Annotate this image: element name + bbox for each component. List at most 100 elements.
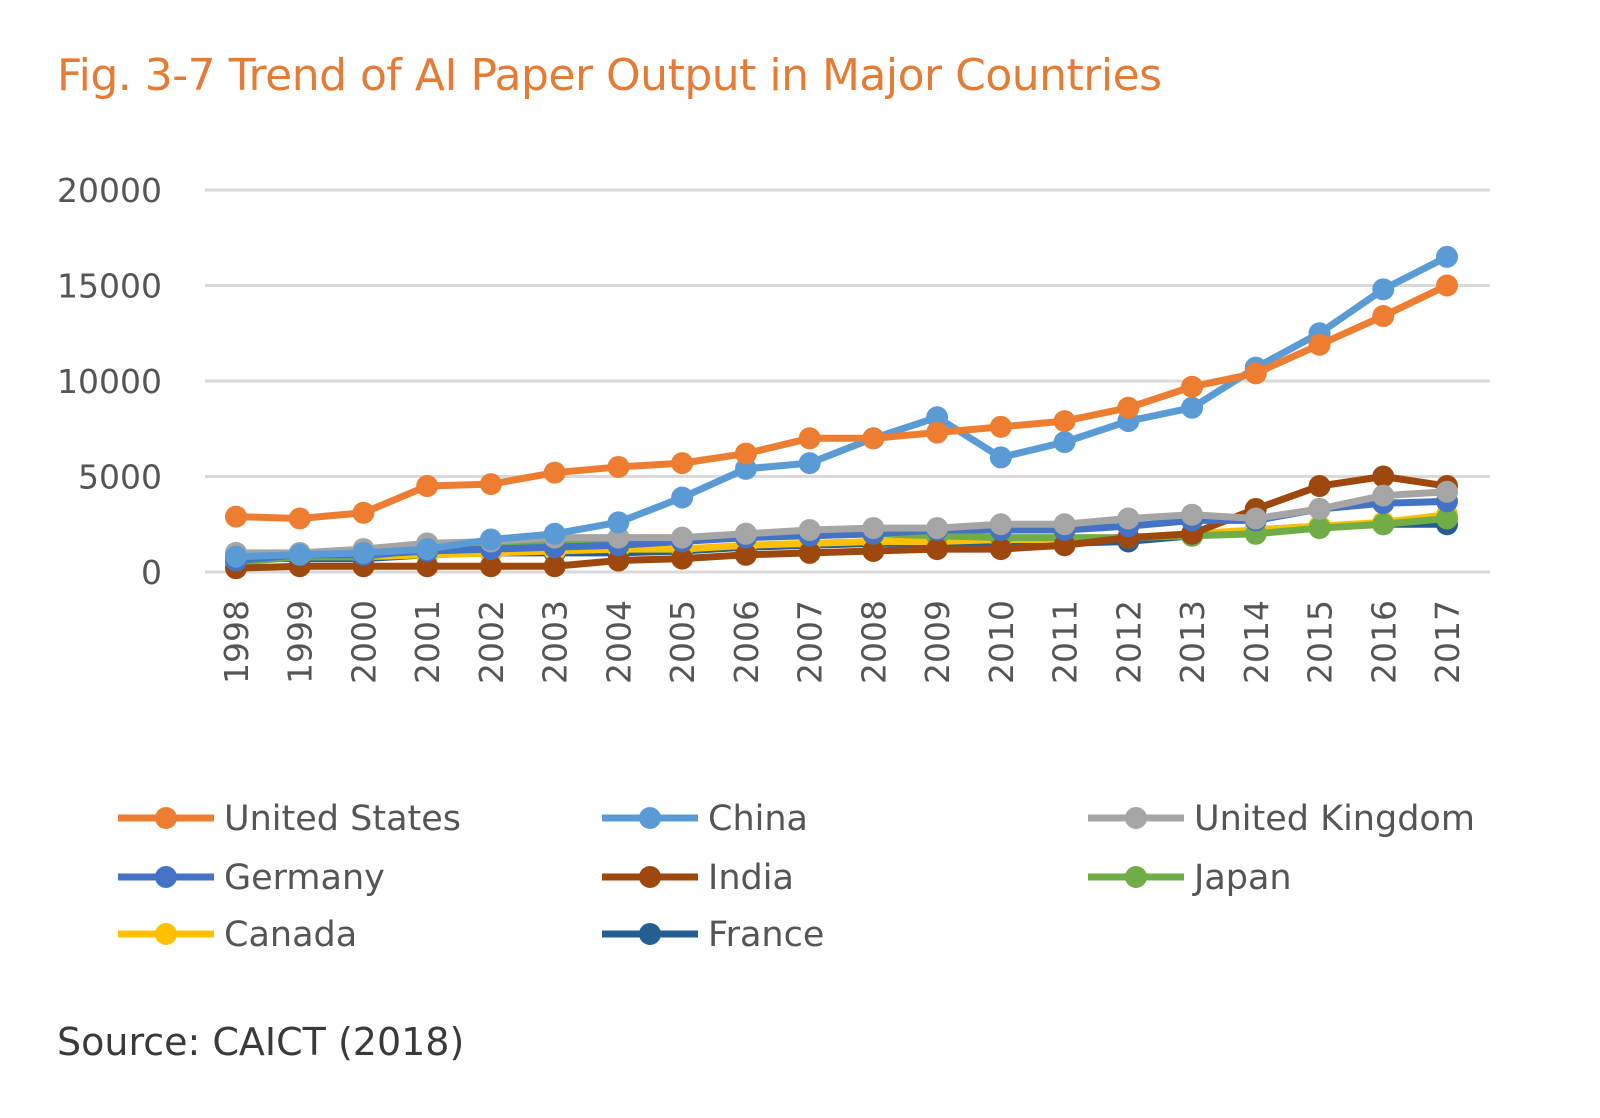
x-tick-label: 2008 xyxy=(854,600,893,684)
data-point-united-kingdom xyxy=(1117,507,1140,530)
legend-item-united-states: United States xyxy=(118,799,461,839)
data-point-united-kingdom xyxy=(1181,503,1204,526)
x-tick-label: 2013 xyxy=(1173,600,1212,684)
data-point-united-states xyxy=(1372,305,1395,328)
y-tick-label: 5000 xyxy=(78,458,162,497)
data-point-united-states xyxy=(543,461,566,484)
data-point-india xyxy=(543,555,566,578)
legend-label: China xyxy=(708,799,808,839)
chart-title: Fig. 3-7 Trend of AI Paper Output in Maj… xyxy=(57,50,1162,101)
series-group xyxy=(225,245,1458,580)
legend-item-france: France xyxy=(602,915,824,955)
data-point-united-states xyxy=(352,501,375,524)
legend-swatch-marker xyxy=(155,866,177,888)
x-tick-label: 2001 xyxy=(408,600,447,684)
y-tick-label: 20000 xyxy=(57,171,162,210)
data-point-united-states xyxy=(862,427,885,450)
data-point-india xyxy=(607,549,630,572)
data-point-china xyxy=(288,543,311,566)
legend-swatch-marker xyxy=(155,923,177,945)
x-tick-label: 2009 xyxy=(918,600,957,684)
legend-swatch-marker xyxy=(1125,807,1147,829)
x-tick-label: 2017 xyxy=(1428,600,1467,684)
x-tick-label: 2005 xyxy=(663,600,702,684)
legend-swatch-marker xyxy=(155,807,177,829)
legend-item-china: China xyxy=(602,799,808,839)
series-united-states xyxy=(225,274,1458,530)
data-point-united-states xyxy=(989,415,1012,438)
data-point-united-states xyxy=(1053,410,1076,433)
data-point-china xyxy=(543,522,566,545)
legend-swatch-marker xyxy=(639,807,661,829)
x-tick-label: 2006 xyxy=(727,600,766,684)
data-point-japan xyxy=(1308,517,1331,540)
data-point-china xyxy=(225,545,247,568)
data-point-united-kingdom xyxy=(734,522,757,545)
data-point-united-kingdom xyxy=(671,526,694,549)
data-point-china xyxy=(1181,396,1204,419)
legend-item-united-kingdom: United Kingdom xyxy=(1088,799,1475,839)
y-axis-ticks: 0 5000 10000 15000 20000 xyxy=(57,171,162,592)
data-point-china xyxy=(926,406,949,429)
data-point-united-kingdom xyxy=(607,526,630,549)
data-point-japan xyxy=(1372,513,1395,536)
data-point-united-states xyxy=(225,505,247,528)
data-point-india xyxy=(1372,465,1395,488)
data-point-china xyxy=(352,541,375,564)
data-point-united-kingdom xyxy=(926,517,949,540)
data-point-united-kingdom xyxy=(1436,480,1458,503)
data-point-united-kingdom xyxy=(1053,513,1076,536)
data-point-india xyxy=(416,555,439,578)
x-tick-label: 2015 xyxy=(1301,600,1340,684)
legend-label: Canada xyxy=(224,915,357,955)
y-tick-label: 0 xyxy=(141,553,162,592)
data-point-china xyxy=(734,457,757,480)
x-tick-label: 2010 xyxy=(982,600,1021,684)
data-point-united-states xyxy=(798,427,821,450)
legend-swatch-marker xyxy=(639,923,661,945)
legend-item-india: India xyxy=(602,858,794,898)
data-point-united-kingdom xyxy=(862,517,885,540)
data-point-china xyxy=(1053,431,1076,454)
legend-label: United Kingdom xyxy=(1194,799,1475,839)
data-point-china xyxy=(671,486,694,509)
x-tick-label: 2007 xyxy=(791,600,830,684)
legend-swatch-marker xyxy=(639,866,661,888)
data-point-india xyxy=(734,543,757,566)
data-point-india xyxy=(1053,534,1076,557)
data-point-united-states xyxy=(1117,396,1140,419)
data-point-united-states xyxy=(926,421,949,444)
y-tick-label: 15000 xyxy=(57,267,162,306)
source-note: Source: CAICT (2018) xyxy=(57,1020,465,1064)
data-point-india xyxy=(989,538,1012,561)
x-tick-label: 2003 xyxy=(536,600,575,684)
x-tick-label: 2000 xyxy=(344,600,383,684)
data-point-united-kingdom xyxy=(1244,507,1267,530)
data-point-united-states xyxy=(1181,375,1204,398)
legend-label: United States xyxy=(224,799,461,839)
legend-label: Japan xyxy=(1192,858,1292,898)
legend-item-canada: Canada xyxy=(118,915,357,955)
legend-item-germany: Germany xyxy=(118,858,385,898)
data-point-united-states xyxy=(734,442,757,465)
data-point-united-kingdom xyxy=(1372,484,1395,507)
data-point-india xyxy=(1308,475,1331,498)
data-point-united-states xyxy=(671,452,694,475)
legend-swatch-marker xyxy=(1125,866,1147,888)
data-point-united-states xyxy=(479,473,502,496)
data-point-united-states xyxy=(1436,274,1458,297)
x-tick-label: 2002 xyxy=(472,600,511,684)
x-tick-label: 2016 xyxy=(1364,600,1403,684)
x-tick-label: 2012 xyxy=(1109,600,1148,684)
legend-label: France xyxy=(708,915,824,955)
legend-label: India xyxy=(708,858,794,898)
data-point-india xyxy=(798,541,821,564)
x-tick-label: 1999 xyxy=(281,600,320,684)
legend-item-japan: Japan xyxy=(1088,858,1292,898)
data-point-china xyxy=(1436,245,1458,268)
data-point-china xyxy=(416,538,439,561)
data-point-united-kingdom xyxy=(798,518,821,541)
data-point-china xyxy=(1372,278,1395,301)
x-tick-label: 2014 xyxy=(1237,600,1276,684)
x-tick-label: 1998 xyxy=(217,600,256,684)
